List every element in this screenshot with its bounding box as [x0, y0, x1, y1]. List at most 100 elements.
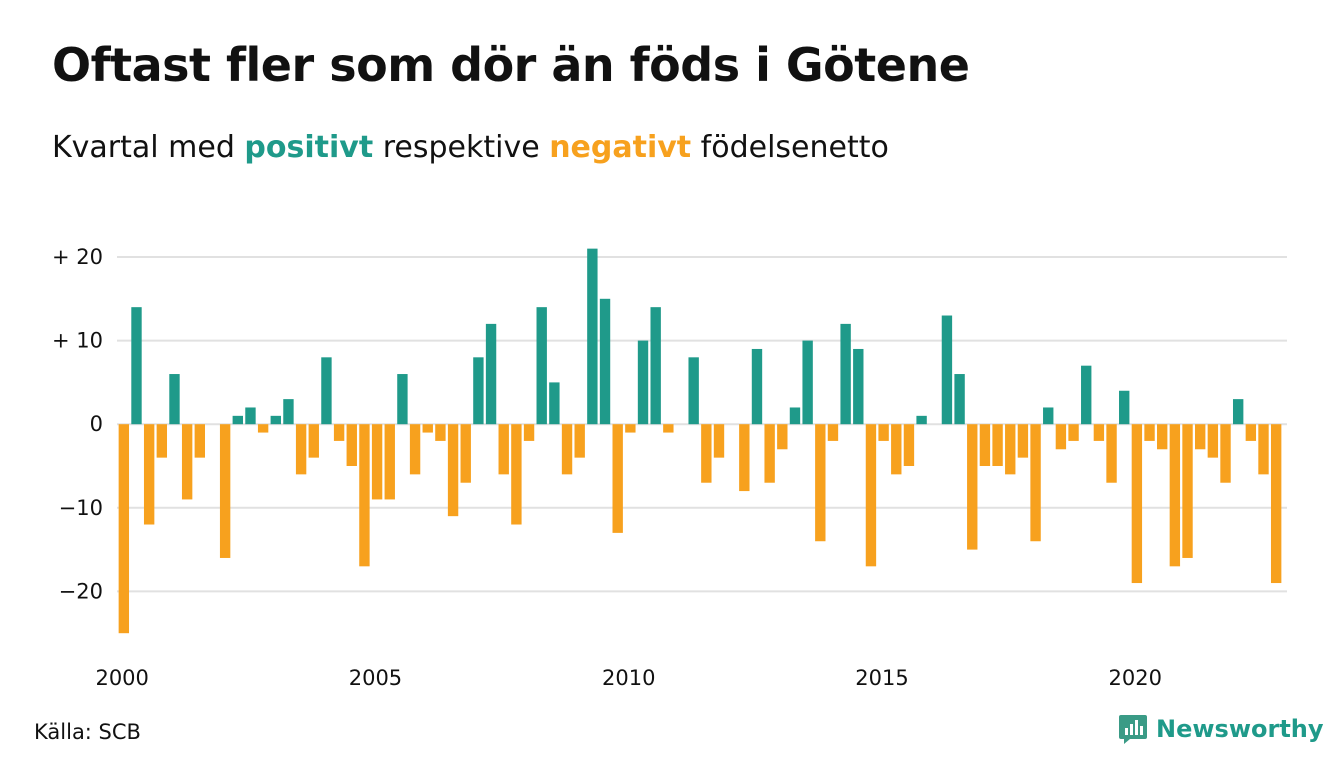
- bar-negative: [422, 424, 433, 433]
- bar-negative: [1017, 424, 1029, 458]
- bar-positive: [840, 323, 851, 425]
- bar-positive: [131, 307, 142, 425]
- bar-negative: [118, 424, 130, 634]
- bar-negative: [992, 424, 1003, 466]
- bar-negative: [713, 424, 725, 458]
- subtitle-middle: respektive: [373, 130, 550, 165]
- bar-positive: [321, 357, 332, 425]
- bar-negative: [777, 424, 788, 450]
- bar-negative: [523, 424, 535, 441]
- bar-negative: [498, 424, 509, 475]
- bar-negative: [359, 424, 370, 567]
- bar-positive: [599, 298, 611, 425]
- logo-text: Newsworthy: [1156, 715, 1324, 743]
- bar-negative: [1207, 424, 1219, 458]
- bar-positive: [802, 340, 813, 425]
- bar-negative: [1182, 424, 1193, 558]
- bar-positive: [853, 348, 864, 425]
- bar-positive: [751, 348, 763, 425]
- bar-negative: [815, 424, 826, 542]
- bar-positive: [536, 307, 547, 425]
- bar-positive: [245, 407, 256, 425]
- subtitle-suffix: födelsenetto: [691, 130, 889, 165]
- y-tick-label: + 10: [52, 329, 103, 353]
- bar-negative: [1055, 424, 1067, 450]
- x-tick-label: 2005: [349, 666, 402, 690]
- bar-negative: [561, 424, 573, 475]
- subtitle-prefix: Kvartal med: [52, 130, 245, 165]
- newsworthy-logo: Newsworthy: [1118, 713, 1324, 745]
- bar-positive: [1043, 407, 1054, 425]
- bar-negative: [663, 424, 674, 433]
- bar-positive: [1081, 365, 1092, 425]
- bar-negative: [219, 424, 231, 558]
- bar-negative: [1093, 424, 1105, 441]
- bar-negative: [612, 424, 623, 533]
- bar-negative: [1258, 424, 1269, 475]
- bar-positive: [283, 399, 294, 425]
- subtitle-positive-word: positivt: [244, 130, 374, 165]
- x-axis-labels: 2000 2005 2010 2015 2020: [95, 666, 1161, 690]
- chart-bubble-icon: [1119, 715, 1147, 744]
- bar-chart: + 20 + 10 0 −10 −20 2000 2005 2010 2015 2020: [52, 245, 1287, 690]
- subtitle-negative-word: negativt: [549, 130, 692, 165]
- y-tick-label: + 20: [52, 245, 103, 269]
- bar-negative: [194, 424, 206, 458]
- bar-negative: [1144, 424, 1155, 441]
- bar-negative: [878, 424, 889, 441]
- bar-negative: [371, 424, 383, 500]
- bar-negative: [1157, 424, 1168, 450]
- bar-negative: [333, 424, 345, 441]
- bar-positive: [650, 307, 661, 425]
- x-tick-label: 2010: [602, 666, 655, 690]
- bar-negative: [156, 424, 168, 458]
- bar-negative: [903, 424, 915, 466]
- bar-negative: [1220, 424, 1231, 483]
- bar-negative: [143, 424, 155, 525]
- bar-negative: [574, 424, 585, 458]
- bar-positive: [941, 315, 953, 425]
- bar-positive: [270, 415, 281, 425]
- bar-positive: [397, 374, 408, 425]
- bar-negative: [460, 424, 471, 483]
- bar-positive: [549, 382, 560, 425]
- x-tick-label: 2020: [1109, 666, 1162, 690]
- bar-negative: [1131, 424, 1143, 584]
- bar-negative: [1005, 424, 1016, 475]
- bar-negative: [1245, 424, 1257, 441]
- bar-positive: [587, 248, 598, 425]
- bar-negative: [1030, 424, 1041, 542]
- chart-title: Oftast fler som dör än föds i Götene: [52, 38, 970, 92]
- bar-negative: [346, 424, 357, 466]
- bar-negative: [827, 424, 839, 441]
- bar-negative: [979, 424, 991, 466]
- bars: [118, 248, 1282, 634]
- bar-negative: [1169, 424, 1181, 567]
- bar-positive: [473, 357, 484, 425]
- y-tick-label: −10: [59, 496, 103, 520]
- bar-negative: [625, 424, 636, 433]
- x-tick-label: 2015: [855, 666, 908, 690]
- bar-negative: [1068, 424, 1079, 441]
- bar-positive: [1119, 390, 1130, 425]
- bar-negative: [967, 424, 978, 550]
- bar-negative: [1106, 424, 1117, 483]
- bar-negative: [447, 424, 459, 517]
- bar-positive: [954, 374, 965, 425]
- bar-negative: [865, 424, 877, 567]
- x-tick-label: 2000: [95, 666, 148, 690]
- bar-negative: [1194, 424, 1206, 450]
- bar-positive: [916, 415, 927, 425]
- bar-positive: [688, 357, 699, 425]
- bar-negative: [257, 424, 269, 433]
- y-axis-labels: + 20 + 10 0 −10 −20: [52, 245, 103, 603]
- bar-negative: [384, 424, 395, 500]
- bar-positive: [169, 374, 180, 425]
- bar-negative: [181, 424, 193, 500]
- bar-negative: [308, 424, 319, 458]
- bar-negative: [409, 424, 421, 475]
- bar-positive: [232, 415, 243, 425]
- y-tick-label: −20: [59, 579, 103, 603]
- bar-negative: [435, 424, 446, 441]
- bar-positive: [789, 407, 801, 425]
